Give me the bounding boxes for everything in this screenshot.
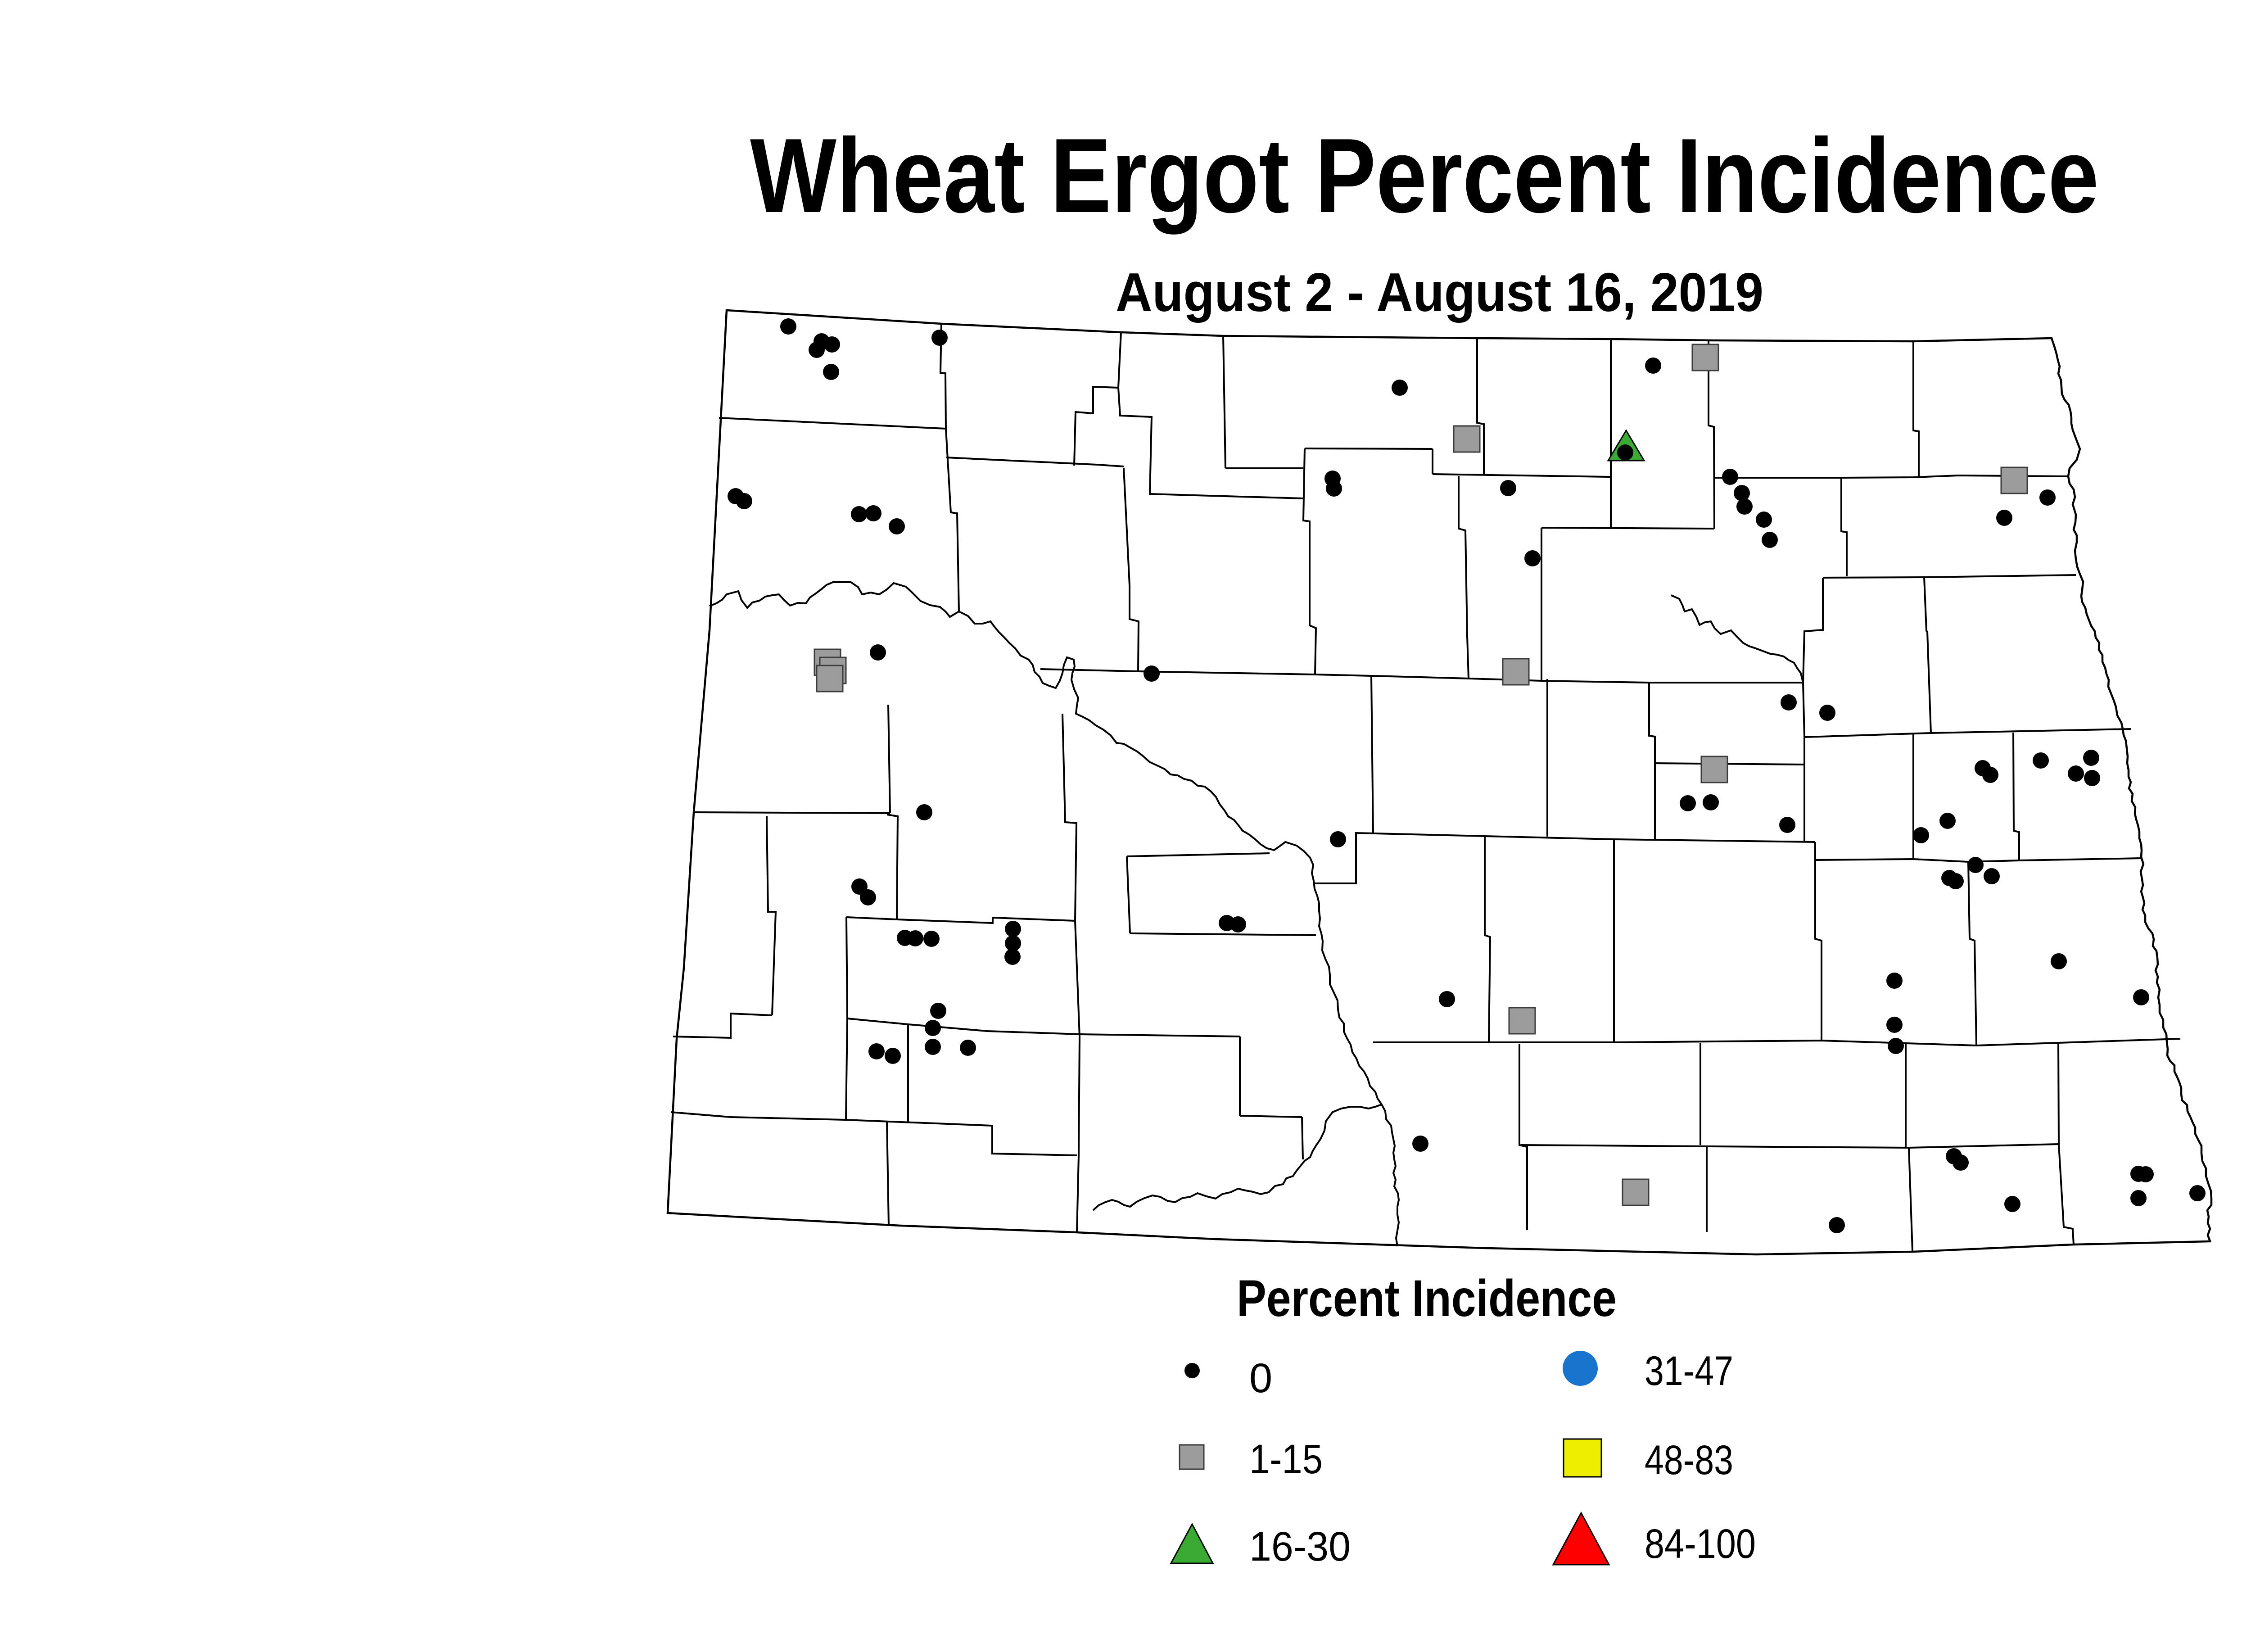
svg-text:0: 0	[1249, 1355, 1272, 1401]
svg-text:84-100: 84-100	[1645, 1521, 1756, 1567]
svg-text:48-83: 48-83	[1645, 1437, 1733, 1483]
svg-text:Percent Incidence: Percent Incidence	[1237, 1270, 1617, 1327]
svg-text:August 2 - August 16, 2019: August 2 - August 16, 2019	[1116, 262, 1763, 323]
svg-text:16-30: 16-30	[1249, 1524, 1351, 1570]
svg-text:1-15: 1-15	[1249, 1436, 1323, 1482]
svg-text:Wheat Ergot Percent Incidence: Wheat Ergot Percent Incidence	[750, 116, 2099, 235]
svg-text:31-47: 31-47	[1645, 1348, 1733, 1394]
